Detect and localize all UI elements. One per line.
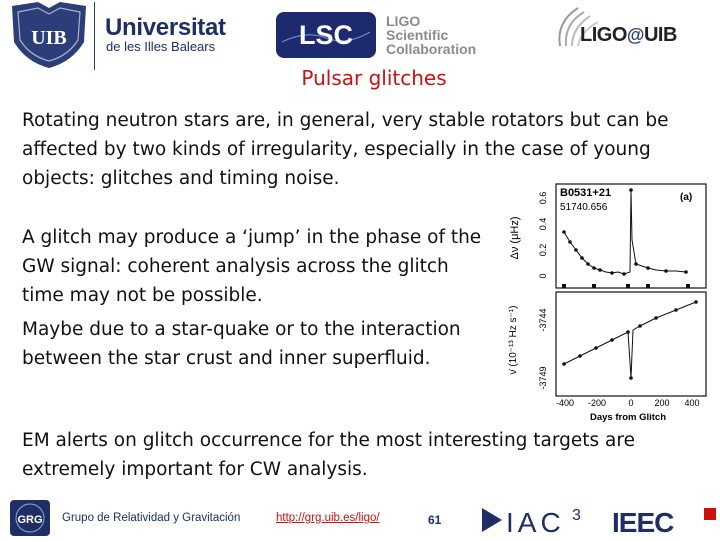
- panel-tag: (a): [680, 192, 692, 203]
- iac-triangle-icon: [482, 508, 502, 532]
- bottom-ylabel: ν̇ (10⁻¹³ Hz s⁻¹): [508, 306, 519, 375]
- slide-title: Pulsar glitches: [301, 66, 447, 90]
- uib-shield-icon: [12, 2, 86, 68]
- university-subtitle: de les Illes Balears: [106, 39, 216, 54]
- xtick-0: -400: [556, 398, 574, 408]
- grg-label: GRG: [17, 514, 42, 526]
- xtick-3: 200: [654, 398, 669, 408]
- top-series-points: [562, 188, 688, 276]
- paragraph-starquake: Maybe due to a star-quake or to the inte…: [22, 319, 461, 369]
- ytick-top-1: 0.2: [538, 244, 548, 257]
- ieec-logo: IEEC: [612, 507, 716, 538]
- university-name: Universitat: [105, 14, 226, 41]
- wave-icon: [281, 31, 371, 43]
- lsc-line-3: Collaboration: [386, 41, 477, 57]
- footer-group-name: Grupo de Relatividad y Gravitación: [62, 512, 241, 524]
- ytick-top-0: 0: [538, 273, 548, 278]
- lsc-logo: LSC: [276, 12, 376, 58]
- iac-text: IAC: [506, 507, 565, 538]
- paragraph-intro: Rotating neutron stars are, in general, …: [22, 110, 669, 189]
- ligo-swirl-icon: [558, 7, 599, 47]
- xtick-2: 0: [628, 398, 633, 408]
- bottom-series-line: [563, 301, 697, 379]
- iac-superscript: 3: [572, 507, 581, 524]
- ieec-text: IEEC: [612, 507, 674, 538]
- page-number: 61: [428, 513, 442, 527]
- pulsar-name: B0531+21: [560, 187, 611, 199]
- paragraph-em-alerts: EM alerts on glitch occurrence for the m…: [22, 430, 635, 480]
- top-ylabel: Δν (μHz): [509, 216, 521, 259]
- bottom-series-points: [562, 300, 698, 380]
- xticks: -400 -200 0 200 400: [556, 398, 700, 408]
- bottom-panel-frame: [555, 291, 707, 397]
- ytick-top-2: 0.4: [538, 218, 548, 231]
- ieec-red-square-icon: [704, 508, 716, 520]
- iac-logo: IAC 3: [482, 507, 581, 538]
- ligo-word: LIGO: [580, 24, 627, 46]
- ligo-uib-logo: LIGO@UIB: [580, 24, 677, 47]
- bottom-yticks: -3744 -3749: [538, 308, 548, 389]
- grg-logo: GRG: [10, 500, 50, 536]
- xtick-4: 400: [684, 398, 699, 408]
- top-markers: [562, 284, 690, 288]
- footer-url-link[interactable]: http://grg.uib.es/ligo/: [276, 512, 380, 524]
- glitch-epoch: 51740.656: [560, 202, 608, 213]
- ytick-bottom-0: -3744: [538, 308, 548, 331]
- ytick-top-3: 0.6: [538, 192, 548, 205]
- lsc-line-2: Scientific: [386, 27, 449, 43]
- top-yticks: 0 0.2 0.4 0.6: [538, 192, 548, 279]
- ytick-bottom-1: -3749: [538, 366, 548, 389]
- at-sign: @: [626, 25, 645, 45]
- paragraph-glitch: A glitch may produce a ‘jump’ in the pha…: [22, 227, 482, 306]
- uib-logo: UIB: [12, 2, 86, 68]
- lsc-acronym: LSC: [299, 20, 353, 50]
- xtick-1: -200: [588, 398, 606, 408]
- lsc-full-name: LIGO Scientific Collaboration: [386, 14, 476, 56]
- uib-initials: UIB: [31, 27, 67, 49]
- glitch-figure: B0531+21 51740.656 (a) 0 0.2 0.4 0.6 Δν …: [508, 183, 707, 423]
- header-divider: [94, 2, 95, 70]
- xlabel: Days from Glitch: [590, 412, 666, 423]
- lsc-line-1: LIGO: [386, 13, 421, 29]
- uib-word: UIB: [643, 24, 677, 46]
